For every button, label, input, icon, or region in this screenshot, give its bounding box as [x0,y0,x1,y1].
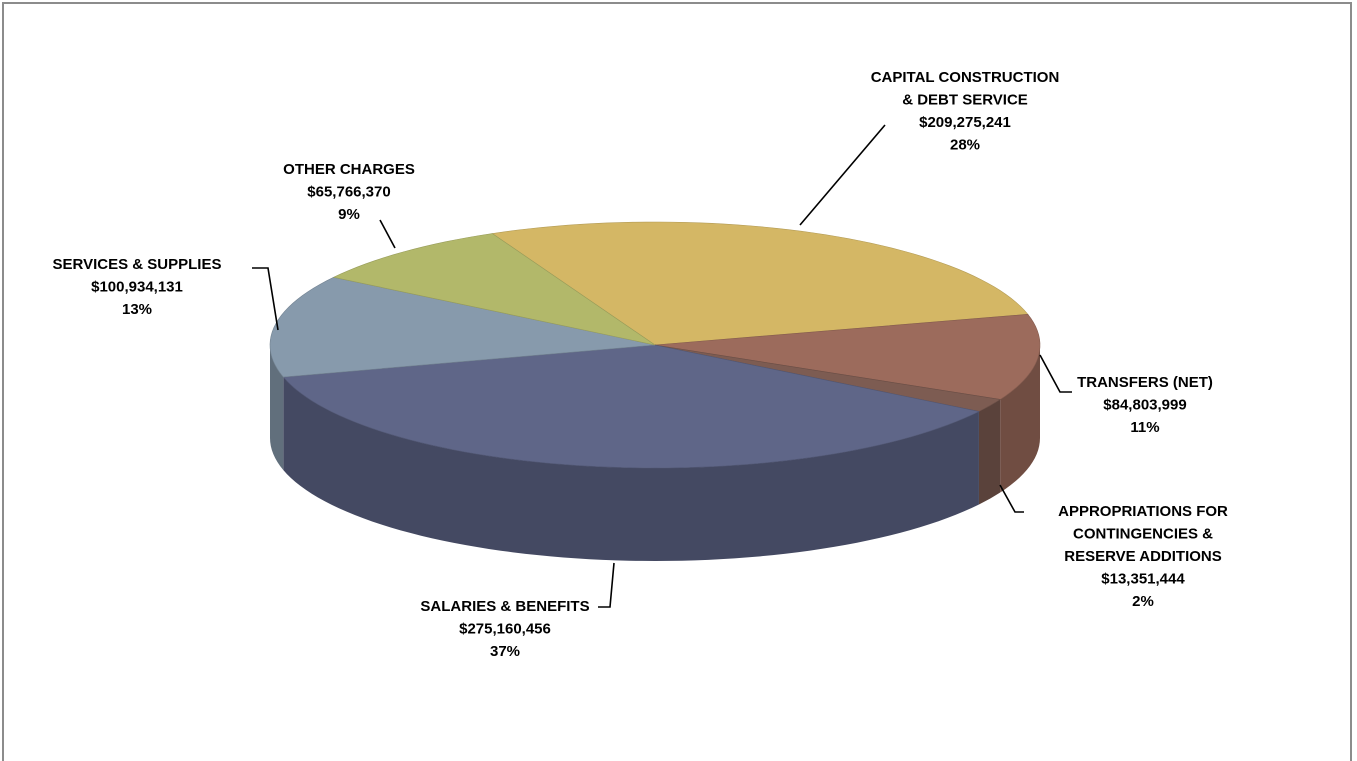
value-label: $13,351,444 [1101,570,1185,587]
slice [654,313,1041,400]
slice-side [270,345,284,471]
leader-line [999,484,1024,513]
leader-line [252,267,279,331]
percent-label: 37% [490,643,520,660]
value-label: $65,766,370 [307,183,390,200]
slice [332,233,656,346]
leader-line [379,219,396,249]
slice [269,276,656,378]
percent-label: 28% [950,136,980,153]
percent-label: 9% [338,206,360,223]
value-label: $84,803,999 [1103,396,1186,413]
value-label: $209,275,241 [919,114,1011,131]
category-label: CAPITAL CONSTRUCTION & DEBT SERVICE [871,69,1060,109]
leader-line [598,562,615,608]
slice-side [978,399,1001,505]
percent-label: 13% [122,301,152,318]
slice-side [283,377,979,561]
category-label: SERVICES & SUPPLIES [53,256,222,273]
value-label: $275,160,456 [459,620,551,637]
slice [282,344,980,469]
slice-side [1000,345,1040,493]
value-label: $100,934,131 [91,278,183,295]
category-label: TRANSFERS (NET) [1077,374,1213,391]
leader-line [1039,354,1072,393]
category-label: APPROPRIATIONS FOR CONTINGENCIES & RESERVE… [1058,503,1228,565]
percent-label: 2% [1132,593,1154,610]
slice [491,221,1029,346]
leader-line [799,124,886,226]
percent-label: 11% [1130,419,1159,436]
category-label: OTHER CHARGES [283,161,415,178]
category-label: SALARIES & BENEFITS [420,598,589,615]
